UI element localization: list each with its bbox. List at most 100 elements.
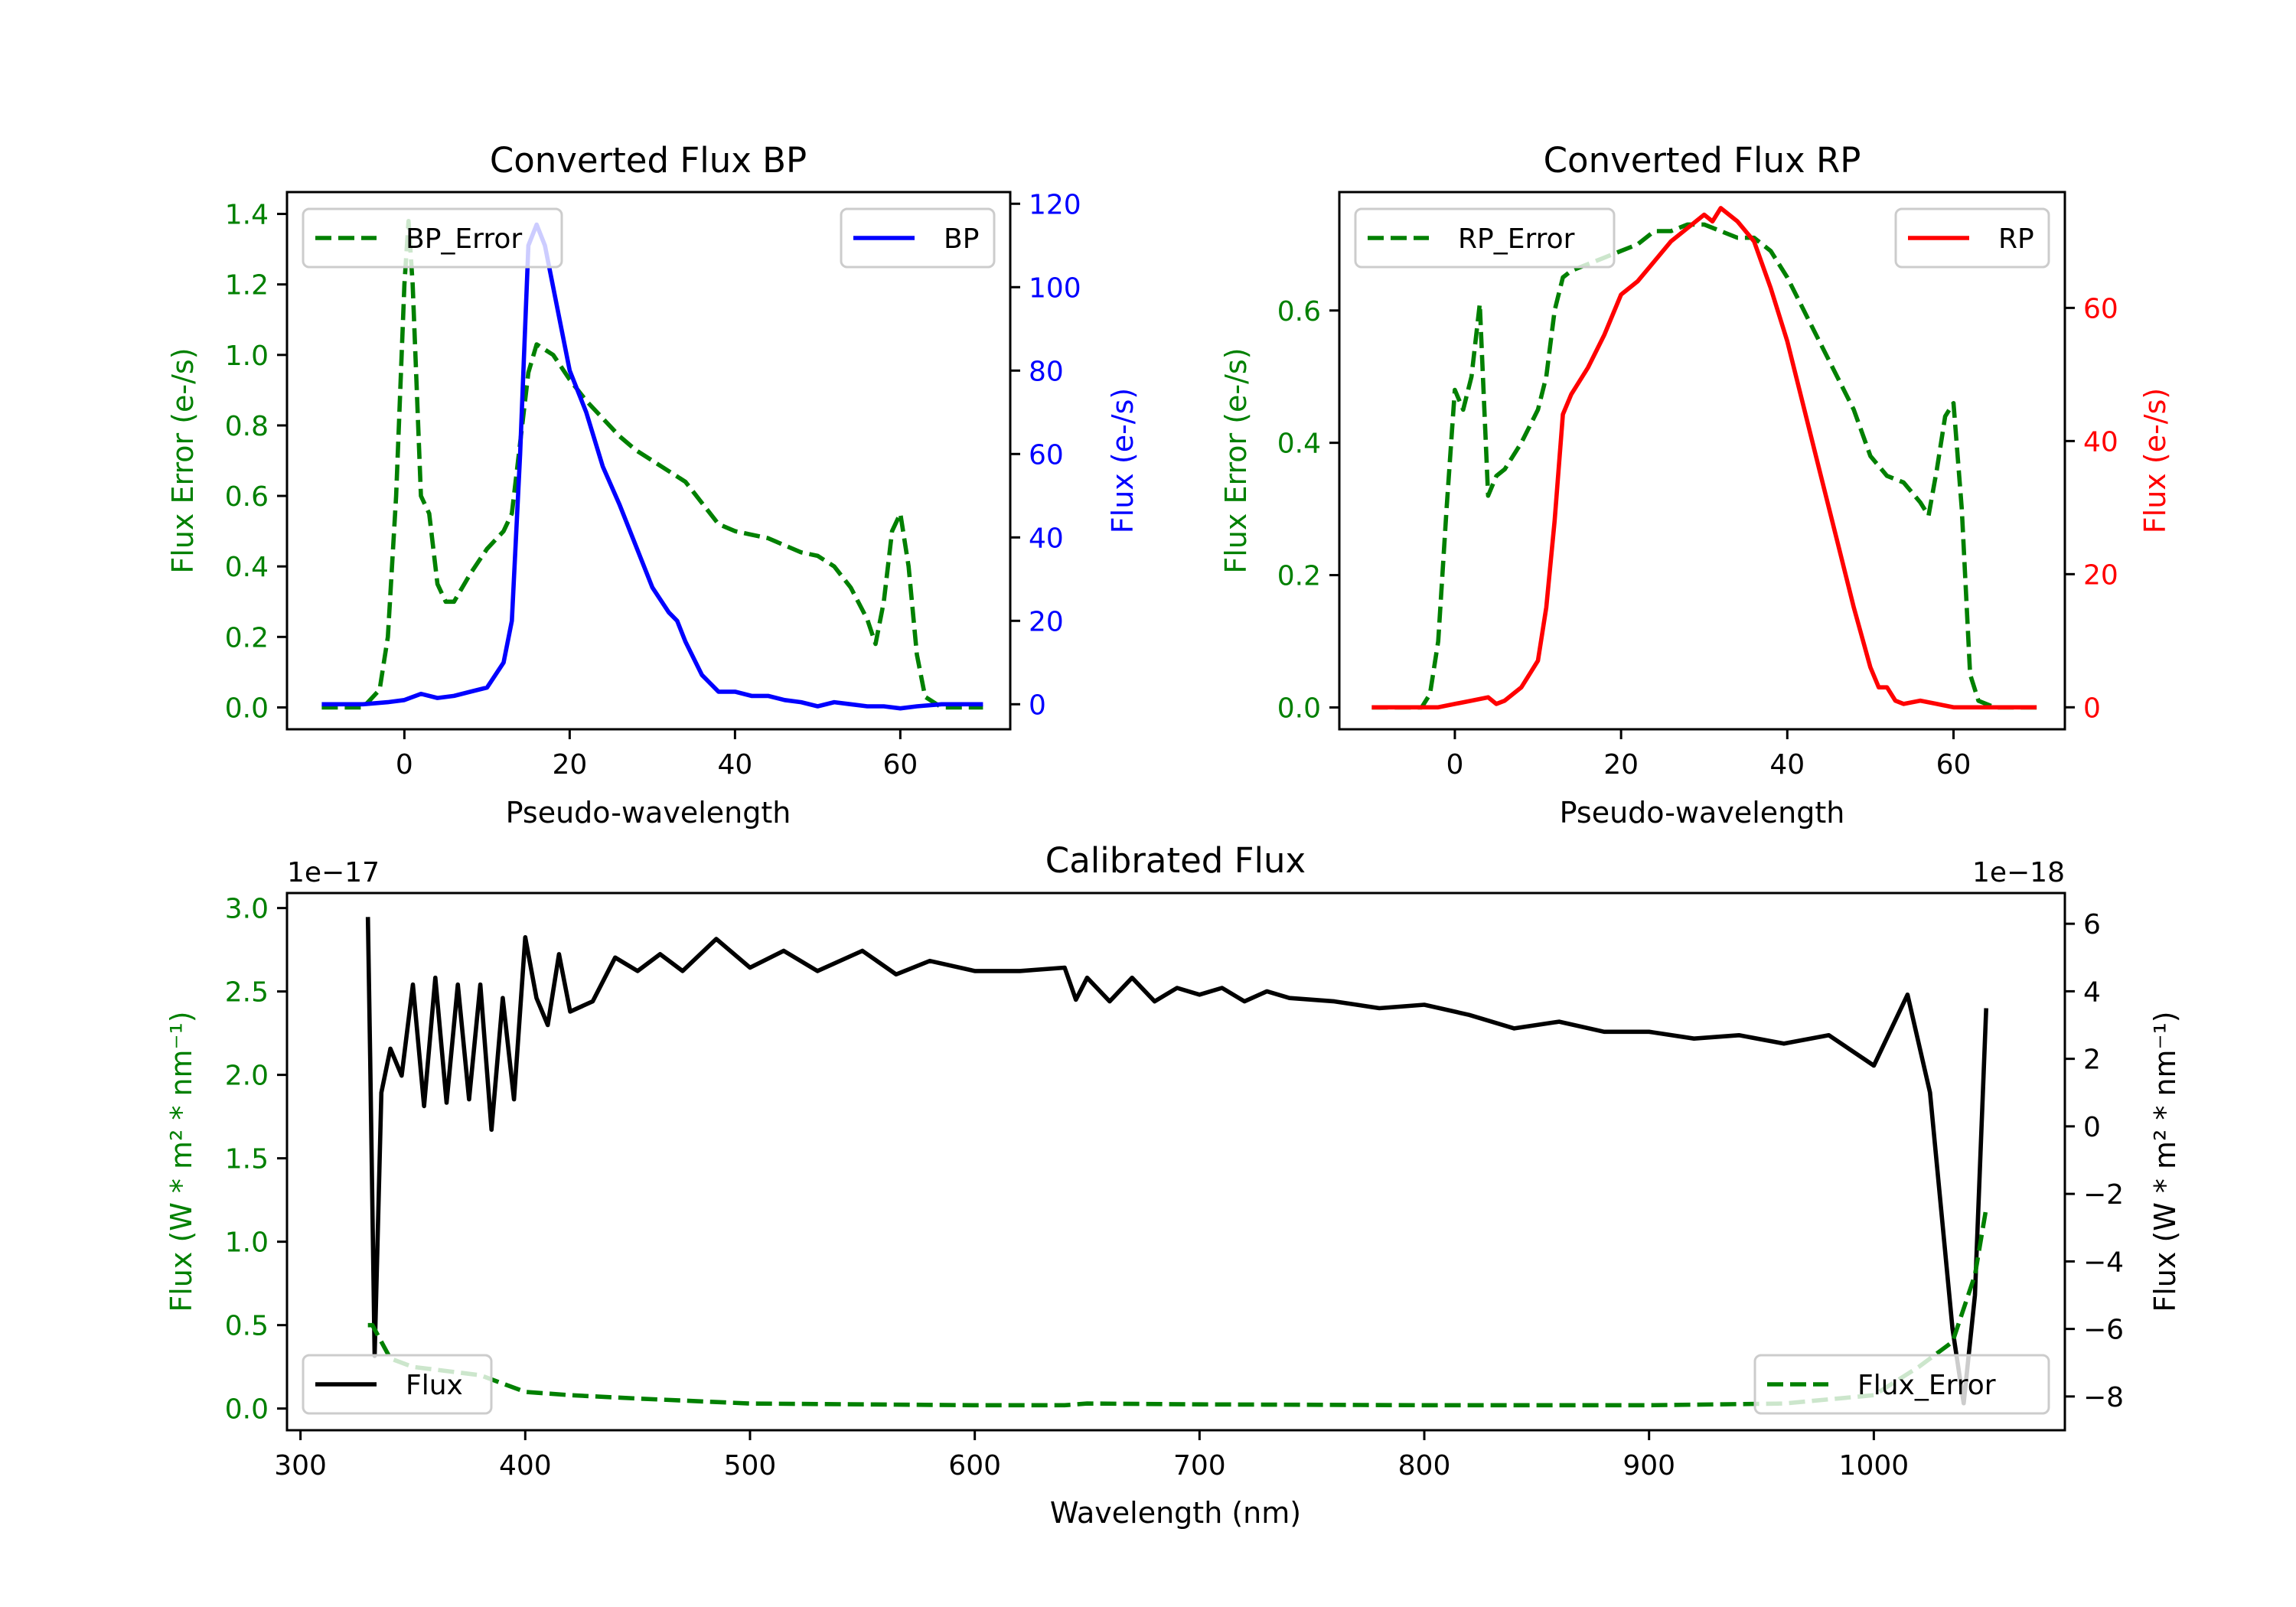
cal-series-flux bbox=[365, 917, 1988, 1406]
bp-axes-frame bbox=[285, 191, 1012, 731]
cal-x-tick-label: 900 bbox=[1623, 1450, 1675, 1482]
cal-offset-left: 1e−17 bbox=[287, 857, 380, 888]
cal-y-right-tick-label: −6 bbox=[2083, 1315, 2124, 1346]
cal-y-axis-label-left: Flux (W * m² * nm⁻¹) bbox=[165, 1011, 198, 1312]
legend-box bbox=[1894, 207, 2050, 269]
cal-y-left-tick-label: 0.5 bbox=[225, 1311, 269, 1342]
legend-box bbox=[1354, 207, 1616, 269]
bp-y-right-tick-label: 120 bbox=[1029, 189, 1081, 220]
legend-box bbox=[840, 207, 996, 269]
cal-x-tick-label: 400 bbox=[499, 1450, 552, 1482]
bp-x-tick-label: 40 bbox=[717, 749, 752, 781]
cal-y-left-tick-label: 2.5 bbox=[225, 977, 269, 1009]
rp-y-left-tick-label: 0.4 bbox=[1277, 429, 1321, 460]
bp-y-left-tick-label: 0.4 bbox=[225, 552, 269, 583]
bp-x-tick-label: 60 bbox=[882, 749, 918, 781]
bp-x-tick-label: 0 bbox=[396, 749, 413, 781]
cal-legend-flux: Flux bbox=[302, 1354, 493, 1415]
rp-y-left-tick-label: 0.2 bbox=[1277, 561, 1321, 592]
bp-y-left-tick-label: 0.6 bbox=[225, 481, 269, 513]
rp-series-rp-error bbox=[1371, 222, 2037, 710]
rp-y-right-tick-label: 0 bbox=[2083, 693, 2101, 724]
legend-box bbox=[302, 207, 563, 269]
cal-y-left-tick-label: 0.0 bbox=[225, 1394, 269, 1426]
cal-y-right-tick-label: 4 bbox=[2083, 976, 2101, 1008]
rp-y-right-tick-label: 60 bbox=[2083, 293, 2118, 324]
rp-legend-rp-error: RP_Error bbox=[1354, 207, 1616, 269]
cal-y-right-tick-label: −8 bbox=[2083, 1382, 2124, 1413]
cal-axes-frame bbox=[285, 892, 2066, 1432]
legend-label: BP bbox=[944, 223, 979, 255]
bp-legend-bp: BP bbox=[840, 207, 996, 269]
bp-series-bp bbox=[321, 222, 983, 711]
bp-y-right-tick-label: 40 bbox=[1029, 523, 1064, 554]
rp-axes-frame bbox=[1338, 191, 2066, 731]
cal-x-tick-label: 1000 bbox=[1839, 1450, 1910, 1482]
bp-y-left-tick-label: 1.2 bbox=[225, 270, 269, 302]
bp-y-right-tick-label: 100 bbox=[1029, 272, 1081, 304]
legend-label: RP_Error bbox=[1458, 223, 1575, 255]
bp-plot-area bbox=[321, 219, 983, 711]
bp-y-left-tick-label: 0.8 bbox=[225, 411, 269, 442]
cal-title: Calibrated Flux bbox=[1045, 840, 1306, 881]
bp-y-right-tick-label: 60 bbox=[1029, 439, 1064, 471]
cal-y-left-tick-label: 2.0 bbox=[225, 1061, 269, 1092]
legend-label: Flux bbox=[406, 1370, 463, 1401]
rp-x-tick-label: 60 bbox=[1936, 749, 1971, 781]
rp-y-right-tick-label: 20 bbox=[2083, 559, 2118, 591]
rp-x-axis-label: Pseudo-wavelength bbox=[1560, 796, 1845, 830]
bp-y-left-tick-label: 0.0 bbox=[225, 693, 269, 724]
rp-x-tick-label: 0 bbox=[1446, 749, 1463, 781]
rp-x-tick-label: 40 bbox=[1769, 749, 1805, 781]
rp-title: Converted Flux RP bbox=[1544, 140, 1861, 181]
rp-y-axis-label-left: Flux Error (e-/s) bbox=[1219, 347, 1253, 573]
cal-x-tick-label: 600 bbox=[948, 1450, 1001, 1482]
bp-y-left-tick-label: 1.4 bbox=[225, 200, 269, 231]
cal-x-tick-label: 500 bbox=[724, 1450, 777, 1482]
rp-legend-rp: RP bbox=[1894, 207, 2050, 269]
cal-y-right-tick-label: 0 bbox=[2083, 1112, 2101, 1143]
cal-offset-right: 1e−18 bbox=[1972, 857, 2065, 888]
bp-x-tick-label: 20 bbox=[552, 749, 587, 781]
legend-label: Flux_Error bbox=[1857, 1370, 1996, 1401]
bp-y-axis-label-left: Flux Error (e-/s) bbox=[166, 347, 200, 573]
cal-y-left-tick-label: 1.5 bbox=[225, 1144, 269, 1175]
bp-y-left-tick-label: 0.2 bbox=[225, 622, 269, 654]
rp-plot-area bbox=[1371, 206, 2037, 710]
cal-x-tick-label: 700 bbox=[1173, 1450, 1226, 1482]
legend-box bbox=[302, 1354, 493, 1415]
bp-series-bp-error bbox=[321, 219, 983, 710]
cal-x-tick-label: 300 bbox=[274, 1450, 327, 1482]
bp-y-right-tick-label: 0 bbox=[1029, 689, 1046, 721]
bp-y-right-tick-label: 20 bbox=[1029, 606, 1064, 637]
rp-chart: Converted Flux RP Pseudo-wavelength Flux… bbox=[1219, 140, 2172, 830]
bp-y-left-tick-label: 1.0 bbox=[225, 341, 269, 372]
rp-series-rp bbox=[1371, 206, 2037, 710]
legend-label: RP bbox=[1998, 223, 2034, 255]
calibrated-chart: Calibrated Flux Wavelength (nm) Flux (W … bbox=[165, 840, 2182, 1530]
cal-y-left-tick-label: 3.0 bbox=[225, 894, 269, 925]
legend-box bbox=[1753, 1354, 2050, 1415]
cal-y-right-tick-label: −4 bbox=[2083, 1247, 2124, 1278]
bp-x-axis-label: Pseudo-wavelength bbox=[506, 796, 791, 830]
cal-x-axis-label: Wavelength (nm) bbox=[1050, 1496, 1301, 1530]
cal-y-right-tick-label: 2 bbox=[2083, 1045, 2101, 1076]
cal-y-right-tick-label: −2 bbox=[2083, 1179, 2124, 1211]
legend-label: BP_Error bbox=[406, 223, 522, 255]
bp-legend-bp-error: BP_Error bbox=[302, 207, 563, 269]
bp-y-axis-label-right: Flux (e-/s) bbox=[1106, 388, 1140, 533]
bp-title: Converted Flux BP bbox=[490, 140, 807, 181]
cal-x-tick-label: 800 bbox=[1398, 1450, 1451, 1482]
rp-y-right-tick-label: 40 bbox=[2083, 426, 2118, 458]
bp-chart: Converted Flux BP Pseudo-wavelength Flux… bbox=[166, 140, 1140, 830]
rp-x-tick-label: 20 bbox=[1603, 749, 1639, 781]
rp-y-left-tick-label: 0.6 bbox=[1277, 296, 1321, 328]
cal-y-left-tick-label: 1.0 bbox=[225, 1227, 269, 1259]
cal-y-right-tick-label: 6 bbox=[2083, 909, 2101, 940]
rp-y-left-tick-label: 0.0 bbox=[1277, 693, 1321, 724]
rp-y-axis-label-right: Flux (e-/s) bbox=[2138, 388, 2172, 533]
bp-y-right-tick-label: 80 bbox=[1029, 356, 1064, 387]
cal-legend-flux-error: Flux_Error bbox=[1753, 1354, 2050, 1415]
cal-y-axis-label-right: Flux (W * m² * nm⁻¹) bbox=[2148, 1011, 2182, 1312]
